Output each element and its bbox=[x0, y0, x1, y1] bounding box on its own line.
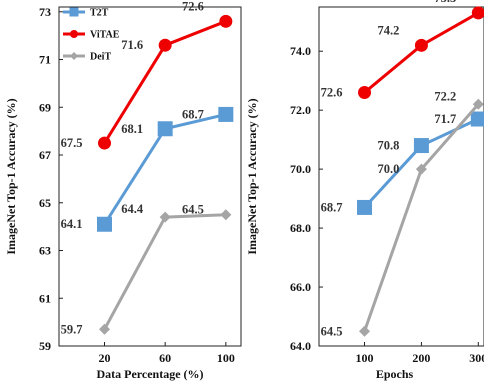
data-label-t2t-3: 71.7 bbox=[434, 112, 456, 126]
data-label-deit-1: 59.7 bbox=[61, 322, 83, 336]
data-label-t2t-1: 64.1 bbox=[61, 217, 83, 231]
point-vitae-1 bbox=[98, 136, 111, 150]
data-label-deit-3: 64.5 bbox=[182, 203, 204, 217]
data-label-vitae-2: 71.6 bbox=[121, 38, 143, 52]
point-t2t-1 bbox=[97, 216, 112, 232]
y-tick-label: 70.0 bbox=[290, 162, 311, 176]
point-vitae-1 bbox=[358, 85, 372, 99]
legend-label-t2t: T2T bbox=[90, 8, 109, 19]
data-label-vitae-2: 74.2 bbox=[378, 23, 400, 37]
point-deit-3 bbox=[220, 209, 232, 221]
y-tick-label: 66.0 bbox=[290, 280, 311, 294]
point-t2t-3 bbox=[218, 106, 234, 122]
y-tick-label: 71 bbox=[39, 53, 51, 67]
legend: T2T ViTAE DeiT bbox=[63, 7, 120, 63]
point-deit-1 bbox=[359, 325, 371, 337]
plot-frame bbox=[318, 6, 484, 347]
y-tick-label: 68.0 bbox=[290, 221, 311, 235]
point-vitae-3 bbox=[219, 14, 233, 28]
point-deit-3 bbox=[472, 98, 484, 110]
y-tick-label: 72.0 bbox=[290, 103, 311, 117]
x-tick-label: 100 bbox=[356, 351, 374, 365]
point-vitae-3 bbox=[471, 6, 484, 20]
x-tick-label: 20 bbox=[99, 351, 111, 365]
point-vitae-2 bbox=[414, 38, 428, 52]
data-label-deit-1: 64.5 bbox=[321, 324, 343, 338]
x-tick-label: 300 bbox=[469, 351, 484, 365]
series-line-deit bbox=[103, 213, 226, 331]
y-tick-label: 73 bbox=[39, 5, 51, 19]
data-label-vitae-3: 75.3 bbox=[434, 0, 456, 5]
y-tick-label: 63 bbox=[39, 244, 51, 258]
y-tick-label: 59 bbox=[39, 339, 51, 353]
x-axis-label: Epochs bbox=[376, 367, 414, 381]
data-label-t2t-2: 68.1 bbox=[121, 122, 143, 136]
point-deit-2 bbox=[415, 163, 427, 175]
data-label-deit-3: 72.2 bbox=[434, 89, 456, 103]
y-tick-label: 64.0 bbox=[290, 339, 311, 353]
plot-frame bbox=[58, 6, 242, 347]
series-layer bbox=[97, 14, 234, 335]
x-tick-label: 100 bbox=[217, 351, 235, 365]
legend-label-deit: DeiT bbox=[90, 52, 111, 63]
legend-label-vitae: ViTAE bbox=[90, 30, 120, 41]
data-label-vitae-3: 72.6 bbox=[182, 0, 204, 13]
point-t2t-1 bbox=[357, 199, 373, 215]
legend-marker-vitae bbox=[70, 30, 78, 38]
data-label-deit-2: 70.0 bbox=[378, 162, 400, 176]
legend-marker-deit bbox=[70, 52, 78, 60]
y-axis-label: ImageNet Top-1 Accuracy (%) bbox=[4, 98, 18, 254]
x-tick-label: 60 bbox=[159, 351, 171, 365]
x-axis-label: Data Percentage (%) bbox=[96, 367, 203, 381]
data-label-vitae-1: 67.5 bbox=[61, 136, 83, 150]
chart-panel-2: 64.0 66.0 68.0 70.0 72.0 74.0 100 200 300 Epochs I… bbox=[245, 0, 484, 381]
point-deit-2 bbox=[159, 211, 171, 223]
point-vitae-2 bbox=[158, 38, 172, 52]
y-tick-label: 61 bbox=[39, 291, 51, 305]
point-t2t-2 bbox=[413, 138, 429, 154]
legend-marker-t2t bbox=[69, 7, 79, 17]
y-tick-label: 74.0 bbox=[290, 44, 311, 58]
y-tick-label: 65 bbox=[39, 196, 51, 210]
data-label-deit-2: 64.4 bbox=[121, 202, 144, 216]
data-label-t2t-3: 68.7 bbox=[182, 107, 204, 121]
point-t2t-2 bbox=[157, 121, 173, 137]
y-tick-label: 69 bbox=[39, 100, 51, 114]
point-t2t-3 bbox=[470, 111, 484, 127]
data-label-t2t-1: 68.7 bbox=[321, 200, 343, 214]
series-layer bbox=[357, 6, 484, 337]
data-label-t2t-2: 70.8 bbox=[378, 139, 400, 153]
data-label-vitae-1: 72.6 bbox=[321, 85, 343, 99]
y-axis-label: ImageNet Top-1 Accuracy (%) bbox=[245, 98, 259, 254]
chart-panel-1: 59 61 63 65 67 69 71 73 20 60 100 Data Percentage (… bbox=[4, 0, 242, 381]
x-tick-label: 200 bbox=[412, 351, 430, 365]
point-deit-1 bbox=[99, 323, 110, 335]
y-tick-label: 67 bbox=[39, 148, 51, 162]
